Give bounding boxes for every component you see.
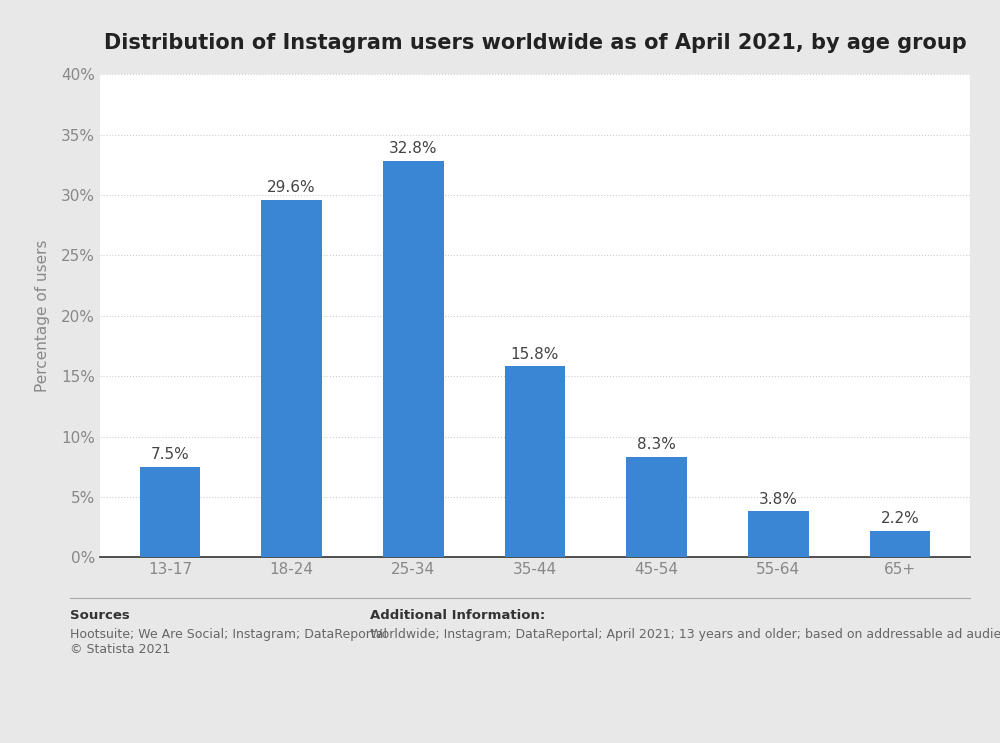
Text: 8.3%: 8.3% bbox=[637, 437, 676, 452]
Text: 7.5%: 7.5% bbox=[151, 447, 189, 462]
Text: Sources: Sources bbox=[70, 609, 130, 622]
Text: Hootsuite; We Are Social; Instagram; DataReportal
© Statista 2021: Hootsuite; We Are Social; Instagram; Dat… bbox=[70, 628, 387, 656]
Y-axis label: Percentage of users: Percentage of users bbox=[35, 239, 50, 392]
Bar bbox=[870, 531, 930, 557]
Text: Worldwide; Instagram; DataReportal; April 2021; 13 years and older; based on add: Worldwide; Instagram; DataReportal; Apri… bbox=[370, 628, 1000, 640]
Bar bbox=[261, 200, 322, 557]
Text: 15.8%: 15.8% bbox=[511, 347, 559, 362]
Text: 3.8%: 3.8% bbox=[759, 492, 798, 507]
Bar bbox=[505, 366, 565, 557]
Bar bbox=[626, 457, 687, 557]
Title: Distribution of Instagram users worldwide as of April 2021, by age group: Distribution of Instagram users worldwid… bbox=[104, 33, 966, 53]
Text: 32.8%: 32.8% bbox=[389, 141, 438, 156]
Text: Additional Information:: Additional Information: bbox=[370, 609, 545, 622]
Text: 2.2%: 2.2% bbox=[881, 511, 919, 526]
Text: 29.6%: 29.6% bbox=[267, 180, 316, 195]
Bar bbox=[140, 467, 200, 557]
Bar bbox=[383, 161, 444, 557]
Bar bbox=[748, 511, 809, 557]
